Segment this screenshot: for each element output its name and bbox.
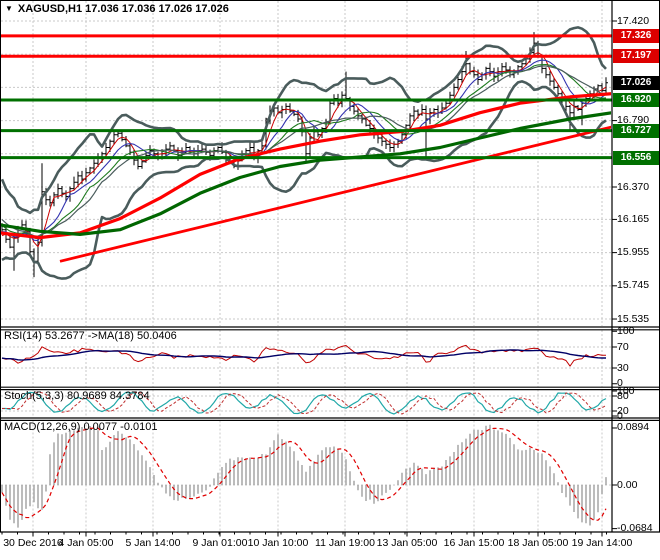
price-bars	[1, 32, 608, 278]
price-label: 17.420	[617, 14, 650, 27]
main-chart	[1, 26, 612, 280]
rsi-ma-line	[1, 349, 606, 361]
bollinger-upper-band	[1, 26, 607, 215]
rsi-scale-label: 100	[617, 324, 635, 337]
price-label: 15.955	[617, 246, 650, 259]
macd-scale-label: -0.0684	[617, 522, 653, 535]
price-badge: 17.326	[613, 28, 659, 43]
price-label: 16.790	[617, 114, 650, 127]
stochastic-panel	[2, 391, 607, 415]
macd-signal-line	[1, 427, 607, 521]
rsi-scale-label: 70	[617, 340, 629, 353]
macd-scale-label: 0.00	[617, 478, 638, 491]
time-label: 16 Jan 15:00	[443, 537, 505, 549]
time-label: 19 Jan 14:00	[571, 537, 633, 549]
time-label: 4 Jan 05:00	[58, 537, 114, 549]
time-label: 18 Jan 05:00	[507, 537, 569, 549]
rsi-indicator-label: RSI(14) 53.2677 ->MA(18) 50.0406	[4, 330, 177, 342]
fast-ma-green	[1, 63, 607, 240]
macd-scale-label: 0.0894	[617, 421, 650, 434]
stoch-k-line	[2, 391, 607, 415]
stoch-scale-label: 20	[617, 404, 629, 417]
bollinger-middle-band	[1, 65, 607, 237]
symbol-ohlc-title: XAGUSD,H1 17.036 17.036 17.026 17.026	[17, 3, 229, 15]
collapse-chart-icon[interactable]: ▼	[5, 4, 13, 13]
stoch-scale-label: 0	[617, 409, 623, 422]
bollinger-lower-band	[1, 80, 607, 280]
price-label: 15.745	[617, 279, 650, 292]
rsi-panel	[1, 344, 607, 367]
price-label: 16.370	[617, 180, 650, 193]
rsi-line	[1, 344, 607, 367]
time-label: 9 Jan 01:00	[192, 537, 248, 549]
time-label: 30 Dec 2016	[3, 537, 63, 549]
macd-indicator-label: MACD(12,26,9) 0.0077 -0.0101	[4, 421, 158, 433]
price-badge: 16.920	[613, 93, 659, 108]
stochastic-indicator-label: Stoch(5,3,3) 80.9689 84.3784	[4, 390, 150, 402]
time-label: 11 Jan 19:00	[315, 537, 375, 549]
trendline[interactable]	[59, 125, 612, 263]
price-badge: 17.026	[613, 76, 659, 91]
stoch-scale-label: 100	[617, 384, 635, 397]
fast-ma-red	[1, 52, 607, 248]
price-label: 16.165	[617, 212, 650, 225]
rsi-scale-label: 0	[617, 377, 623, 390]
time-label: 5 Jan 14:00	[125, 537, 181, 549]
rsi-scale-label: 30	[617, 361, 629, 374]
macd-histogram	[1, 424, 607, 528]
stoch-scale-label: 80	[617, 389, 629, 402]
slow-ma-red	[1, 92, 611, 240]
price-badge: 16.727	[613, 123, 659, 138]
chart-title-bar: ▼ XAGUSD,H1 17.036 17.036 17.026 17.026	[5, 3, 229, 15]
macd-panel	[1, 424, 607, 528]
price-label: 15.535	[617, 312, 650, 325]
time-label: 10 Jan 10:00	[247, 537, 309, 549]
price-badge: 16.556	[613, 150, 659, 165]
stoch-d-line	[2, 391, 607, 415]
time-label: 13 Jan 05:00	[376, 537, 438, 549]
slow-ma-green	[1, 111, 611, 236]
price-badge: 17.197	[613, 49, 659, 64]
